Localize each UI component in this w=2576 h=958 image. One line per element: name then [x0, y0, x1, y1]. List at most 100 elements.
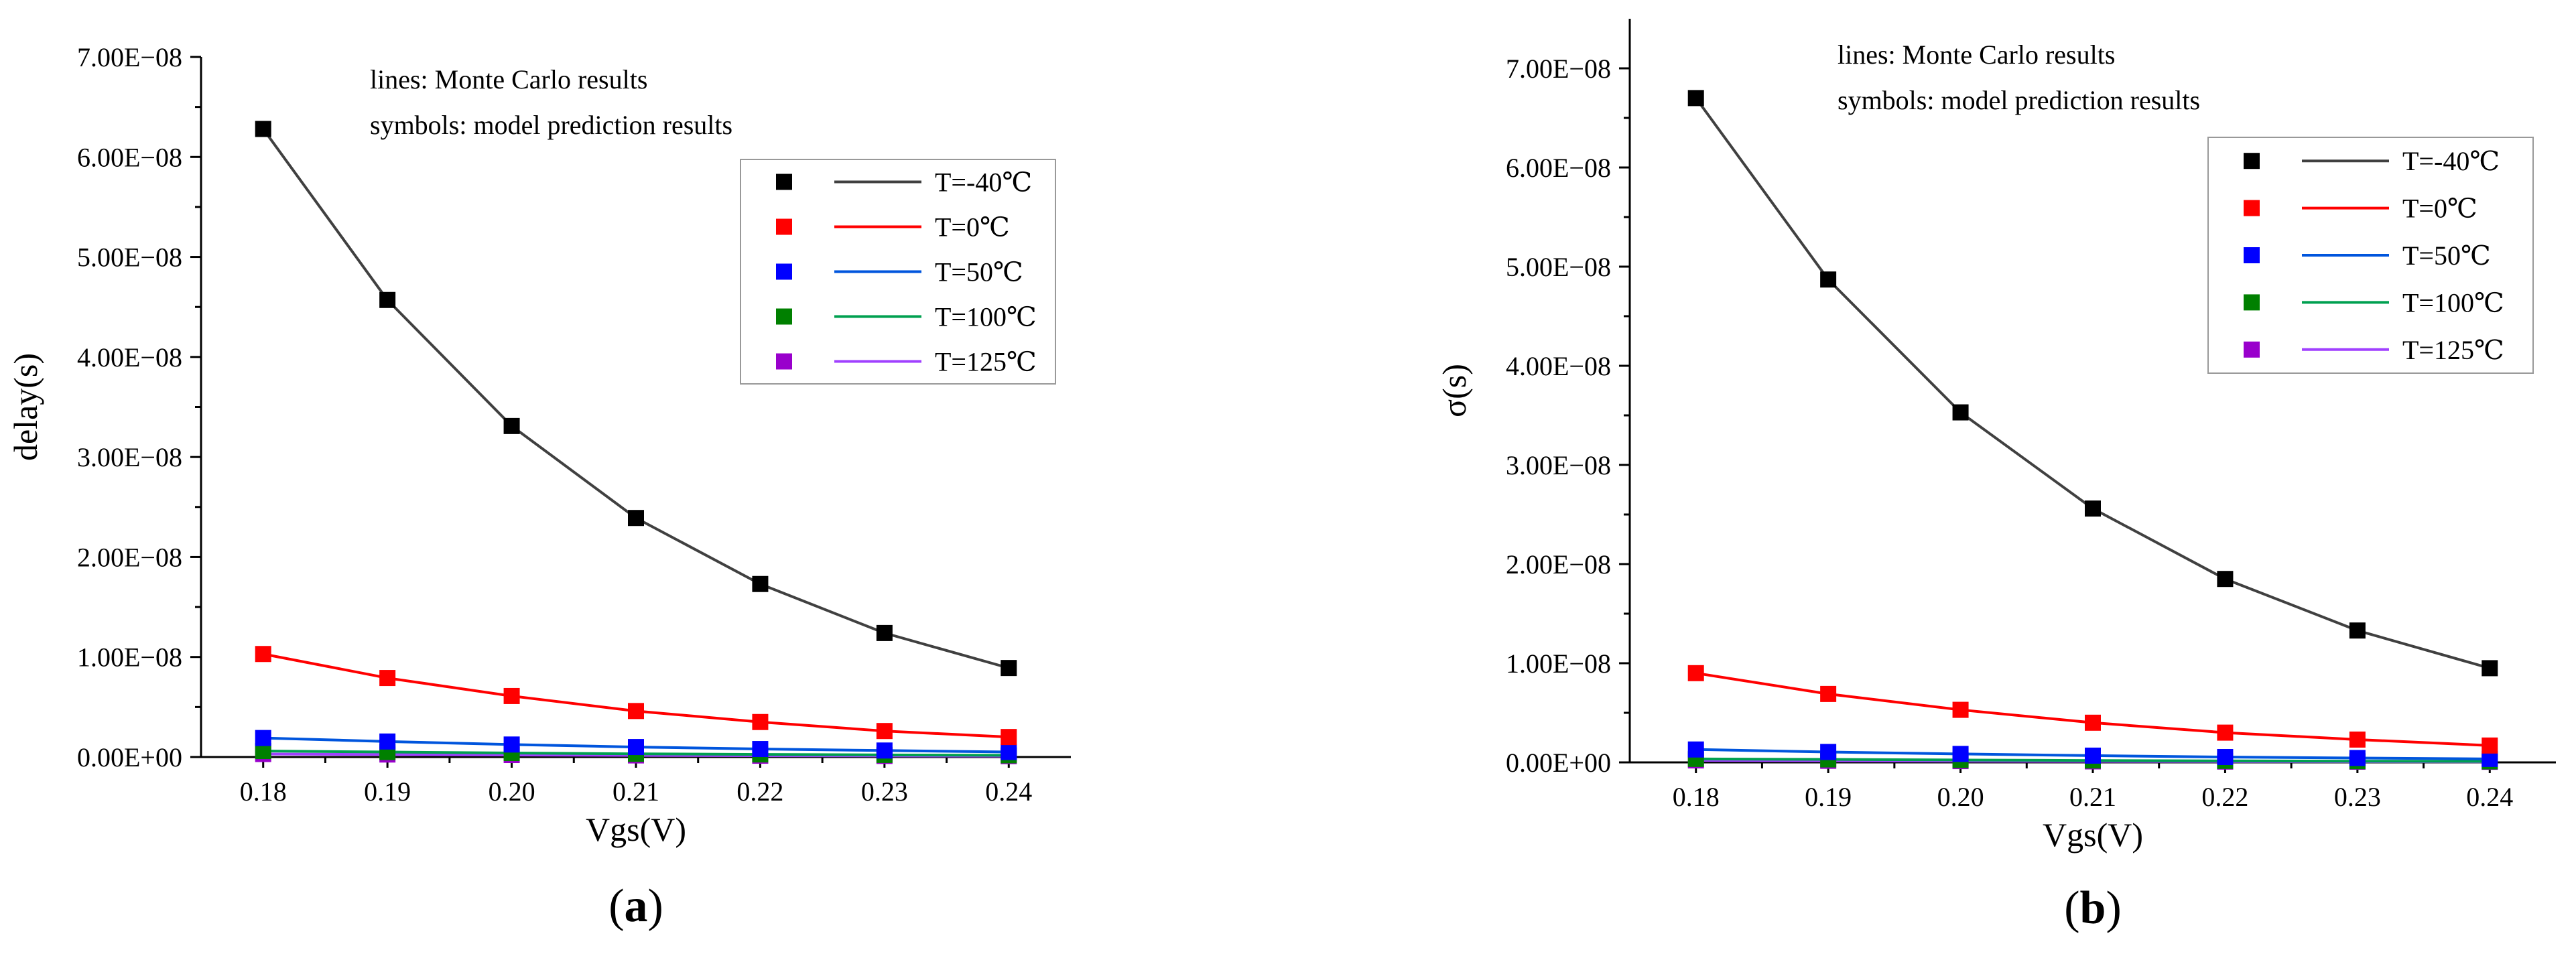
data-point [1001, 744, 1017, 760]
annotation-text: symbols: model prediction results [1838, 85, 2200, 115]
legend-marker [776, 218, 792, 235]
data-point [628, 510, 644, 527]
x-tick-label: 0.19 [364, 776, 411, 807]
data-point [2217, 724, 2234, 741]
y-tick-label: 6.00E−08 [77, 142, 182, 172]
data-point [503, 687, 520, 704]
x-tick-label: 0.18 [240, 776, 287, 807]
data-point [1820, 271, 1837, 288]
legend: T=-40℃ T=0℃ T=50℃ T=100℃ T=125℃ [740, 159, 1056, 385]
y-tick-label: 0.00E+00 [1506, 748, 1611, 778]
data-point [2085, 747, 2101, 764]
data-point [876, 624, 893, 641]
data-point [255, 730, 271, 746]
legend-label: T=125℃ [2402, 335, 2504, 365]
data-point [752, 713, 769, 730]
data-point [876, 742, 893, 759]
x-tick-label: 0.24 [985, 776, 1032, 807]
data-point [876, 723, 893, 740]
data-point [628, 739, 644, 756]
x-tick-label: 0.22 [2201, 782, 2248, 812]
legend-label: T=0℃ [2402, 194, 2477, 224]
legend-marker [776, 174, 792, 190]
y-axis-title: delay(s) [7, 353, 44, 461]
legend-label: T=125℃ [935, 347, 1037, 377]
legend-marker [2244, 294, 2260, 311]
data-point [1820, 744, 1837, 760]
data-point [2217, 749, 2234, 766]
x-tick-label: 0.21 [2069, 782, 2116, 812]
y-tick-label: 7.00E−08 [1506, 54, 1611, 84]
legend-marker [2244, 200, 2260, 216]
y-tick-label: 5.00E−08 [77, 243, 182, 273]
panel-label: (b) [2064, 882, 2122, 934]
data-point [2085, 714, 2101, 731]
data-point [2085, 500, 2101, 517]
data-point [503, 417, 520, 434]
x-tick-label: 0.20 [489, 776, 535, 807]
data-point [255, 121, 271, 137]
y-tick-label: 1.00E−08 [1506, 648, 1611, 679]
y-tick-label: 1.00E−08 [77, 642, 182, 673]
data-point [752, 575, 769, 592]
data-point [628, 703, 644, 720]
x-axis-title: Vgs(V) [2043, 816, 2143, 853]
x-tick-label: 0.21 [613, 776, 659, 807]
x-tick-label: 0.24 [2466, 782, 2513, 812]
y-tick-label: 3.00E−08 [77, 442, 182, 472]
y-tick-label: 2.00E−08 [1506, 549, 1611, 579]
legend-marker [2244, 247, 2260, 263]
data-point [1001, 660, 1017, 677]
y-tick-label: 4.00E−08 [1506, 351, 1611, 381]
data-point [1687, 665, 1704, 681]
legend-marker [2244, 153, 2260, 169]
annotation-text: lines: Monte Carlo results [1838, 40, 2115, 70]
data-point [1820, 685, 1837, 702]
legend: T=-40℃ T=0℃ T=50℃ T=100℃ T=125℃ [2207, 137, 2534, 374]
data-point [379, 733, 396, 750]
legend-marker [2244, 341, 2260, 358]
data-point [1001, 729, 1017, 746]
x-axis-title: Vgs(V) [586, 811, 686, 848]
data-point [2482, 660, 2498, 677]
data-point [1952, 404, 1969, 421]
y-tick-label: 6.00E−08 [1506, 153, 1611, 183]
legend-label: T=50℃ [935, 257, 1023, 287]
data-point [379, 291, 396, 308]
x-tick-label: 0.20 [1937, 782, 1984, 812]
annotation-text: lines: Monte Carlo results [370, 64, 647, 94]
chart-panel-b: 0.00E+00 1.00E−08 2.00E−08 3.00E−08 4.00E−08… [1435, 19, 2556, 934]
chart-panel-a: 0.00E+00 1.00E−08 2.00E−08 3.00E−08 4.00E−08… [7, 42, 1071, 932]
y-axis-title: σ(s) [1435, 364, 1473, 417]
series-line [263, 653, 1009, 739]
x-tick-label: 0.19 [1805, 782, 1852, 812]
data-point [255, 646, 271, 663]
data-point [2217, 571, 2234, 588]
y-tick-label: 4.00E−08 [77, 342, 182, 372]
y-tick-label: 2.00E−08 [77, 542, 182, 572]
y-tick-label: 7.00E−08 [77, 42, 182, 72]
panel-label: (a) [608, 880, 663, 932]
legend-marker [776, 308, 792, 325]
data-point [2349, 622, 2366, 639]
legend-label: T=-40℃ [935, 167, 1032, 198]
legend-label: T=-40℃ [2402, 146, 2500, 176]
y-tick-label: 0.00E+00 [77, 742, 182, 772]
data-point [752, 741, 769, 758]
data-point [379, 670, 396, 687]
data-point [2349, 750, 2366, 766]
legend-label: T=100℃ [2402, 287, 2504, 318]
y-tick-label: 3.00E−08 [1506, 450, 1611, 480]
legend-marker [776, 263, 792, 280]
data-point [503, 736, 520, 753]
x-tick-label: 0.23 [2334, 782, 2381, 812]
series-line [1695, 671, 2490, 747]
legend-label: T=100℃ [935, 302, 1037, 332]
x-tick-label: 0.22 [736, 776, 783, 807]
data-point [1952, 746, 1969, 762]
data-point [1687, 90, 1704, 107]
annotation-text: symbols: model prediction results [370, 110, 732, 140]
data-point [1687, 741, 1704, 758]
data-point [2482, 737, 2498, 754]
